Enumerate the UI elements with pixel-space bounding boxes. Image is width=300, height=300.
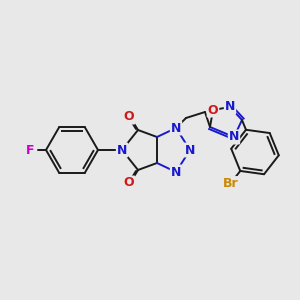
Text: O: O (208, 103, 218, 116)
Text: O: O (124, 110, 134, 124)
Text: O: O (124, 176, 134, 190)
Text: N: N (229, 130, 239, 143)
Text: F: F (26, 143, 34, 157)
Text: N: N (225, 100, 235, 113)
Text: N: N (171, 166, 181, 178)
Text: N: N (117, 143, 127, 157)
Text: N: N (171, 122, 181, 134)
Text: N: N (185, 143, 195, 157)
Text: Br: Br (223, 177, 238, 190)
